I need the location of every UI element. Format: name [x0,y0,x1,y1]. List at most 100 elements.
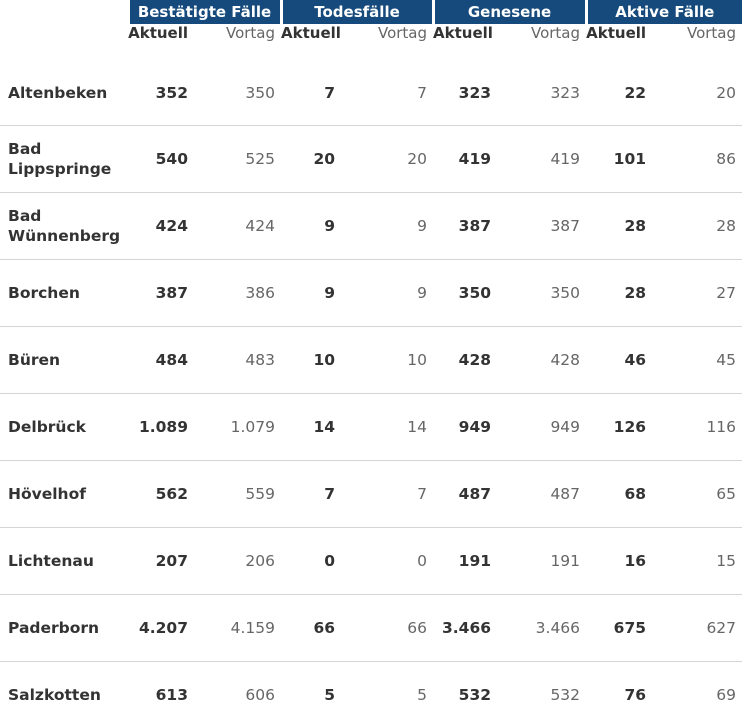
municipality-name: Hövelhof [0,461,128,528]
corner-cell [0,0,128,24]
current-value-cell: 387 [433,193,497,260]
current-value-cell: 562 [128,461,194,528]
previous-value-cell: 627 [652,595,742,662]
group-header-recovered: Genesene [433,0,586,24]
current-value-cell: 7 [281,461,341,528]
previous-value-cell: 14 [341,394,433,461]
current-value-cell: 323 [433,60,497,126]
previous-value-cell: 4.159 [194,595,281,662]
previous-value-cell: 428 [497,327,586,394]
previous-value-cell: 487 [497,461,586,528]
current-value-cell: 487 [433,461,497,528]
previous-value-cell: 116 [652,394,742,461]
current-value-cell: 66 [281,595,341,662]
subheader-current: Aktuell [281,24,341,60]
previous-value-cell: 559 [194,461,281,528]
previous-value-cell: 483 [194,327,281,394]
previous-value-cell: 28 [652,193,742,260]
previous-value-cell: 525 [194,126,281,193]
subheader-previous: Vortag [341,24,433,60]
previous-value-cell: 27 [652,260,742,327]
current-value-cell: 126 [586,394,652,461]
previous-value-cell: 69 [652,662,742,728]
current-value-cell: 484 [128,327,194,394]
previous-value-cell: 424 [194,193,281,260]
group-header-confirmed: Bestätigte Fälle [128,0,281,24]
municipality-name: Borchen [0,260,128,327]
previous-value-cell: 532 [497,662,586,728]
current-value-cell: 352 [128,60,194,126]
current-value-cell: 9 [281,193,341,260]
previous-value-cell: 387 [497,193,586,260]
previous-value-cell: 323 [497,60,586,126]
current-value-cell: 3.466 [433,595,497,662]
group-header-active: Aktive Fälle [586,0,742,24]
previous-value-cell: 9 [341,193,433,260]
current-value-cell: 613 [128,662,194,728]
current-value-cell: 46 [586,327,652,394]
subheader-current: Aktuell [586,24,652,60]
current-value-cell: 424 [128,193,194,260]
previous-value-cell: 9 [341,260,433,327]
current-value-cell: 9 [281,260,341,327]
current-value-cell: 532 [433,662,497,728]
municipality-name: Altenbeken [0,60,128,126]
previous-value-cell: 350 [497,260,586,327]
municipality-name: Salzkotten [0,662,128,728]
current-value-cell: 207 [128,528,194,595]
subheader-current: Aktuell [128,24,194,60]
previous-value-cell: 7 [341,60,433,126]
previous-value-cell: 66 [341,595,433,662]
current-value-cell: 14 [281,394,341,461]
group-header-row: Bestätigte Fälle Todesfälle Genesene Akt… [0,0,742,24]
current-value-cell: 350 [433,260,497,327]
municipality-name: Paderborn [0,595,128,662]
previous-value-cell: 206 [194,528,281,595]
previous-value-cell: 0 [341,528,433,595]
current-value-cell: 387 [128,260,194,327]
subheader-row: Aktuell Vortag Aktuell Vortag Aktuell Vo… [0,24,742,60]
municipality-name: Bad Wünnenberg [0,193,128,260]
current-value-cell: 22 [586,60,652,126]
current-value-cell: 28 [586,193,652,260]
previous-value-cell: 65 [652,461,742,528]
current-value-cell: 68 [586,461,652,528]
previous-value-cell: 350 [194,60,281,126]
current-value-cell: 428 [433,327,497,394]
previous-value-cell: 20 [341,126,433,193]
current-value-cell: 20 [281,126,341,193]
current-value-cell: 28 [586,260,652,327]
previous-value-cell: 949 [497,394,586,461]
current-value-cell: 76 [586,662,652,728]
previous-value-cell: 7 [341,461,433,528]
subheader-blank [0,24,128,60]
current-value-cell: 0 [281,528,341,595]
previous-value-cell: 86 [652,126,742,193]
current-value-cell: 191 [433,528,497,595]
previous-value-cell: 3.466 [497,595,586,662]
subheader-previous: Vortag [194,24,281,60]
current-value-cell: 949 [433,394,497,461]
current-value-cell: 16 [586,528,652,595]
municipality-name: Lichtenau [0,528,128,595]
current-value-cell: 540 [128,126,194,193]
previous-value-cell: 5 [341,662,433,728]
current-value-cell: 101 [586,126,652,193]
previous-value-cell: 1.079 [194,394,281,461]
municipality-name: Büren [0,327,128,394]
previous-value-cell: 191 [497,528,586,595]
current-value-cell: 7 [281,60,341,126]
current-value-cell: 1.089 [128,394,194,461]
covid-cases-table-widget: Bestätigte Fälle Todesfälle Genesene Akt… [0,0,742,712]
